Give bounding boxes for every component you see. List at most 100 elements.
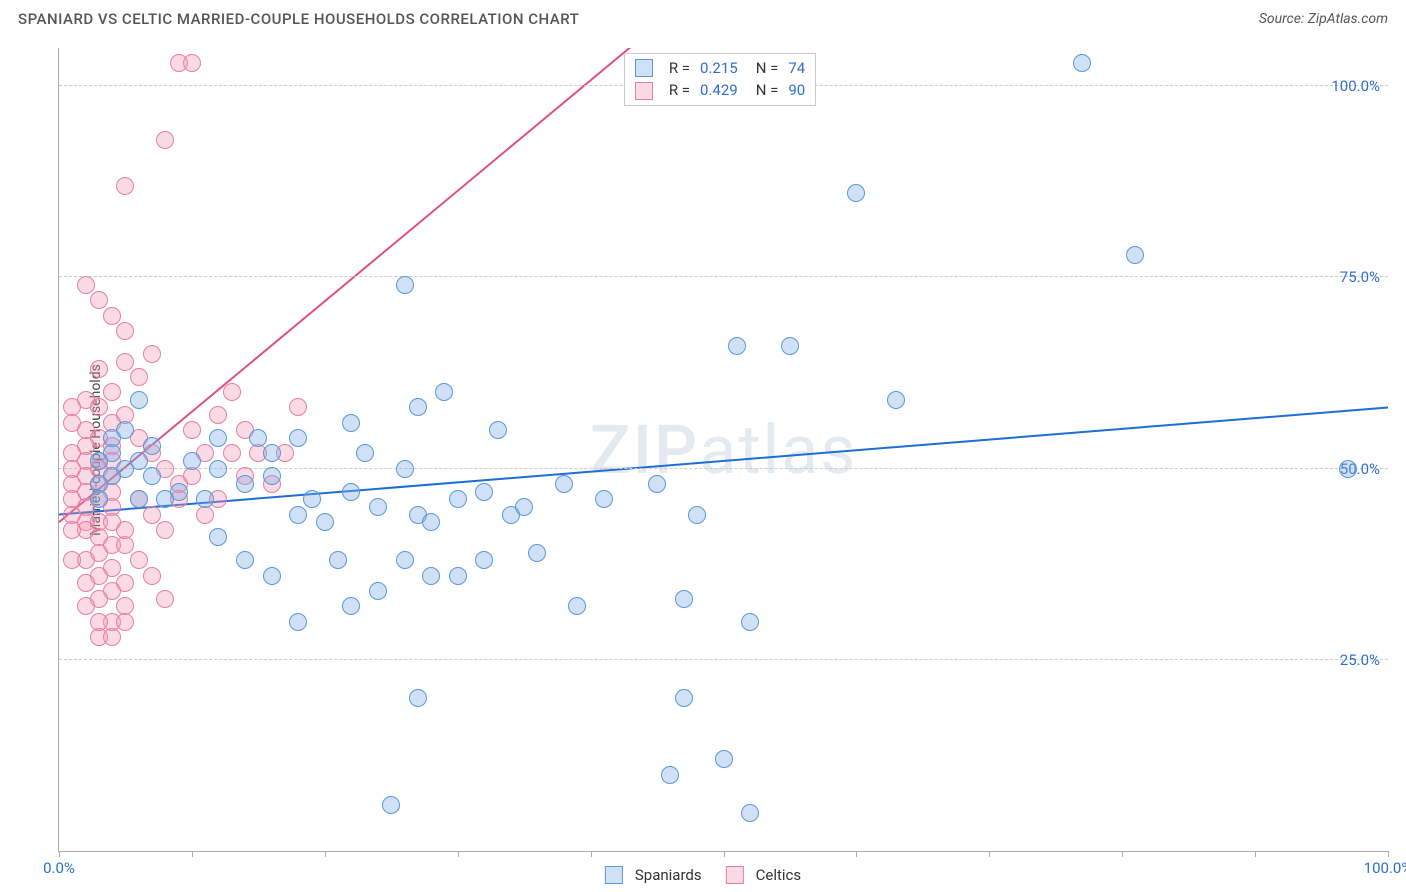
y-tick-label: 25.0% bbox=[1340, 651, 1380, 669]
y-tick-label: 75.0% bbox=[1340, 268, 1380, 286]
scatter-point bbox=[661, 766, 679, 784]
scatter-point bbox=[223, 383, 241, 401]
legend-n-label: N = bbox=[756, 57, 779, 80]
gridline-h bbox=[59, 659, 1388, 660]
watermark-text-a: ZIP bbox=[590, 410, 700, 490]
watermark-text-b: atlas bbox=[699, 410, 857, 490]
scatter-point bbox=[90, 490, 108, 508]
scatter-point bbox=[675, 590, 693, 608]
scatter-point bbox=[475, 551, 493, 569]
scatter-point bbox=[103, 628, 121, 646]
scatter-point bbox=[382, 796, 400, 814]
legend-series-name: Celtics bbox=[756, 866, 802, 884]
x-tick bbox=[59, 851, 60, 857]
x-tick-label: 0.0% bbox=[43, 859, 75, 877]
scatter-point bbox=[209, 406, 227, 424]
gridline-h bbox=[59, 468, 1388, 469]
legend-bottom-item: Spaniards bbox=[605, 866, 702, 884]
x-tick bbox=[192, 851, 193, 857]
scatter-point bbox=[449, 490, 467, 508]
scatter-point bbox=[422, 567, 440, 585]
scatter-point bbox=[528, 544, 546, 562]
legend-r-label: R = bbox=[669, 79, 690, 102]
scatter-point bbox=[675, 689, 693, 707]
scatter-point bbox=[90, 452, 108, 470]
x-tick bbox=[591, 851, 592, 857]
scatter-point bbox=[435, 383, 453, 401]
scatter-point bbox=[183, 452, 201, 470]
scatter-point bbox=[263, 467, 281, 485]
scatter-point bbox=[77, 574, 95, 592]
watermark: ZIPatlas bbox=[590, 410, 858, 490]
x-tick-label: 100.0% bbox=[1364, 859, 1406, 877]
scatter-point bbox=[116, 521, 134, 539]
scatter-point bbox=[449, 567, 467, 585]
legend-r-value: 0.429 bbox=[700, 79, 738, 102]
legend-series-name: Spaniards bbox=[635, 866, 702, 884]
scatter-point bbox=[342, 414, 360, 432]
scatter-point bbox=[156, 590, 174, 608]
scatter-point bbox=[130, 368, 148, 386]
scatter-point bbox=[648, 475, 666, 493]
scatter-point bbox=[887, 391, 905, 409]
x-tick bbox=[1255, 851, 1256, 857]
scatter-point bbox=[63, 521, 81, 539]
legend-swatch bbox=[635, 59, 653, 77]
x-tick bbox=[1388, 851, 1389, 857]
scatter-point bbox=[741, 804, 759, 822]
scatter-point bbox=[369, 582, 387, 600]
scatter-point bbox=[289, 506, 307, 524]
scatter-point bbox=[489, 421, 507, 439]
scatter-point bbox=[196, 490, 214, 508]
scatter-point bbox=[143, 437, 161, 455]
x-tick bbox=[856, 851, 857, 857]
plot-region: ZIPatlas 25.0%50.0%75.0%100.0%0.0%100.0%… bbox=[58, 48, 1388, 852]
scatter-point bbox=[103, 307, 121, 325]
legend-swatch bbox=[726, 866, 744, 884]
scatter-point bbox=[103, 383, 121, 401]
legend-stats-row: R = 0.429 N = 90 bbox=[635, 79, 805, 102]
scatter-point bbox=[728, 337, 746, 355]
scatter-point bbox=[396, 460, 414, 478]
x-tick bbox=[989, 851, 990, 857]
scatter-point bbox=[741, 613, 759, 631]
scatter-point bbox=[143, 567, 161, 585]
scatter-point bbox=[63, 414, 81, 432]
scatter-point bbox=[130, 551, 148, 569]
scatter-point bbox=[409, 689, 427, 707]
legend-n-value: 90 bbox=[788, 79, 805, 102]
scatter-point bbox=[143, 467, 161, 485]
scatter-point bbox=[568, 597, 586, 615]
legend-r-value: 0.215 bbox=[700, 57, 738, 80]
legend-n-label: N = bbox=[756, 79, 779, 102]
scatter-point bbox=[356, 444, 374, 462]
legend-swatch bbox=[635, 82, 653, 100]
scatter-point bbox=[130, 490, 148, 508]
chart-header: SPANIARD VS CELTIC MARRIED-COUPLE HOUSEH… bbox=[0, 0, 1406, 32]
x-tick bbox=[325, 851, 326, 857]
scatter-point bbox=[369, 498, 387, 516]
scatter-point bbox=[90, 291, 108, 309]
scatter-point bbox=[342, 483, 360, 501]
scatter-point bbox=[130, 452, 148, 470]
scatter-point bbox=[263, 444, 281, 462]
scatter-point bbox=[475, 483, 493, 501]
legend-stats-row: R =0.215N =74 bbox=[635, 57, 805, 80]
scatter-point bbox=[409, 398, 427, 416]
scatter-point bbox=[688, 506, 706, 524]
scatter-point bbox=[209, 429, 227, 447]
scatter-point bbox=[781, 337, 799, 355]
scatter-point bbox=[130, 391, 148, 409]
x-tick bbox=[724, 851, 725, 857]
scatter-point bbox=[1339, 460, 1357, 478]
scatter-point bbox=[143, 345, 161, 363]
x-tick bbox=[1122, 851, 1123, 857]
scatter-point bbox=[249, 429, 267, 447]
scatter-point bbox=[289, 429, 307, 447]
legend-bottom-item: Celtics bbox=[726, 866, 802, 884]
scatter-point bbox=[90, 613, 108, 631]
scatter-point bbox=[63, 551, 81, 569]
gridline-h bbox=[59, 276, 1388, 277]
scatter-point bbox=[555, 475, 573, 493]
scatter-point bbox=[209, 460, 227, 478]
